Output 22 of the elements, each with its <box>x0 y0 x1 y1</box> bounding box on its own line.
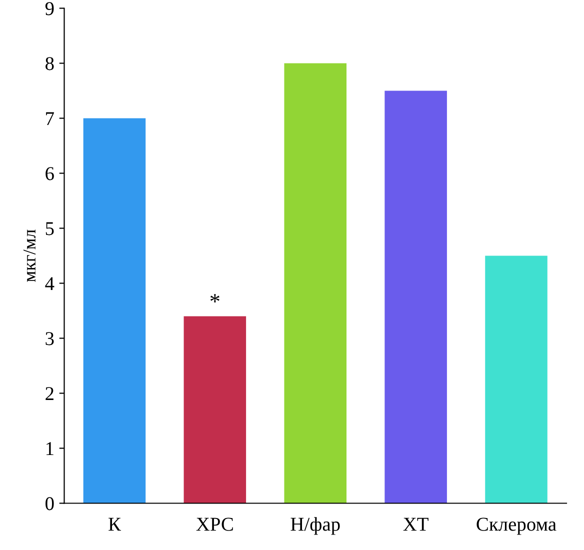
x-tick-label: К <box>108 518 122 531</box>
y-tick-label: 9 <box>45 2 54 16</box>
y-tick-label: 7 <box>46 112 54 125</box>
y-tick-label: 3 <box>46 332 54 346</box>
bar <box>184 316 246 504</box>
x-tick-label: Склерома <box>476 518 556 535</box>
y-tick-label: 8 <box>46 57 54 70</box>
annotation: * <box>210 294 220 302</box>
y-tick-label: 6 <box>46 167 54 180</box>
y-tick-label: 0 <box>46 497 54 510</box>
y-tick-label: 1 <box>46 442 54 455</box>
y-tick-label: 5 <box>46 222 54 236</box>
bar <box>485 256 548 504</box>
y-tick-label: 2 <box>46 387 54 400</box>
y-axis-title: мкг/мл <box>23 230 36 282</box>
bar <box>83 118 146 504</box>
x-tick-label: ХТ <box>403 518 428 531</box>
bar <box>284 63 346 504</box>
bar <box>384 90 447 504</box>
x-tick-label: ХРС <box>196 518 233 531</box>
x-tick-label: Н/фар <box>290 517 340 535</box>
y-tick-label: 4 <box>45 277 54 290</box>
